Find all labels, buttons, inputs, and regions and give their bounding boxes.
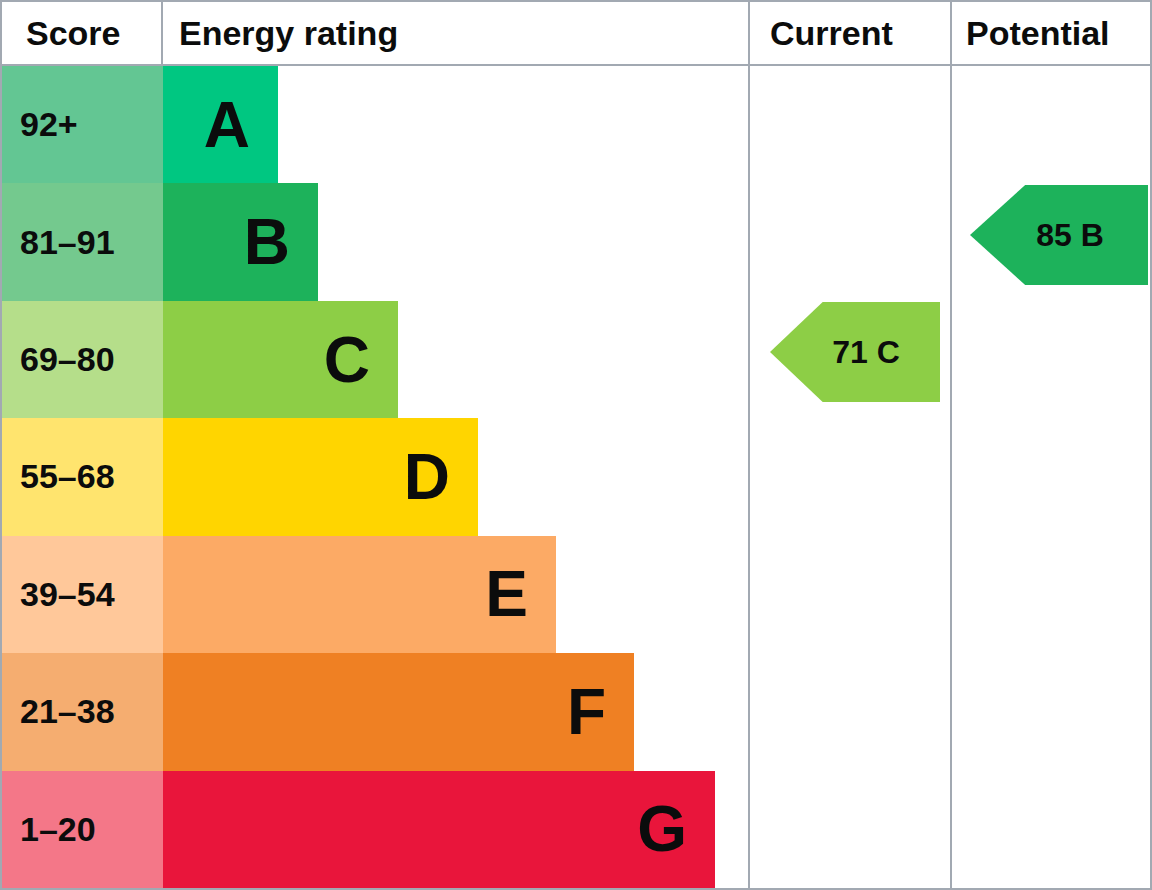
header-current: Current bbox=[750, 2, 952, 64]
score-range-g: 1–20 bbox=[2, 771, 163, 888]
header-potential: Potential bbox=[952, 2, 1150, 64]
band-bar-e: E bbox=[163, 536, 556, 653]
band-bar-g: G bbox=[163, 771, 715, 888]
divider-current-potential bbox=[950, 2, 952, 888]
epc-rating-chart: Score Energy rating Current Potential 92… bbox=[0, 0, 1152, 890]
chart-header-row: Score Energy rating Current Potential bbox=[2, 2, 1150, 66]
band-row-g: 1–20 G bbox=[2, 771, 1150, 888]
band-row-c: 69–80 C bbox=[2, 301, 1150, 418]
score-range-c: 69–80 bbox=[2, 301, 163, 418]
score-range-b: 81–91 bbox=[2, 183, 163, 300]
band-bar-f: F bbox=[163, 653, 634, 770]
band-row-a: 92+ A bbox=[2, 66, 1150, 183]
band-row-f: 21–38 F bbox=[2, 653, 1150, 770]
band-rows: 92+ A 81–91 B 69–80 C 55–68 D 39–54 E 21… bbox=[2, 66, 1150, 888]
header-score: Score bbox=[2, 2, 163, 64]
score-range-e: 39–54 bbox=[2, 536, 163, 653]
divider-energy-current bbox=[748, 2, 750, 888]
band-row-b: 81–91 B bbox=[2, 183, 1150, 300]
score-range-d: 55–68 bbox=[2, 418, 163, 535]
band-bar-a: A bbox=[163, 66, 278, 183]
band-row-d: 55–68 D bbox=[2, 418, 1150, 535]
band-row-e: 39–54 E bbox=[2, 536, 1150, 653]
divider-score-energy bbox=[161, 2, 163, 66]
band-bar-c: C bbox=[163, 301, 398, 418]
score-range-a: 92+ bbox=[2, 66, 163, 183]
band-bar-d: D bbox=[163, 418, 478, 535]
score-range-f: 21–38 bbox=[2, 653, 163, 770]
header-energy-rating: Energy rating bbox=[163, 2, 750, 64]
band-bar-b: B bbox=[163, 183, 318, 300]
